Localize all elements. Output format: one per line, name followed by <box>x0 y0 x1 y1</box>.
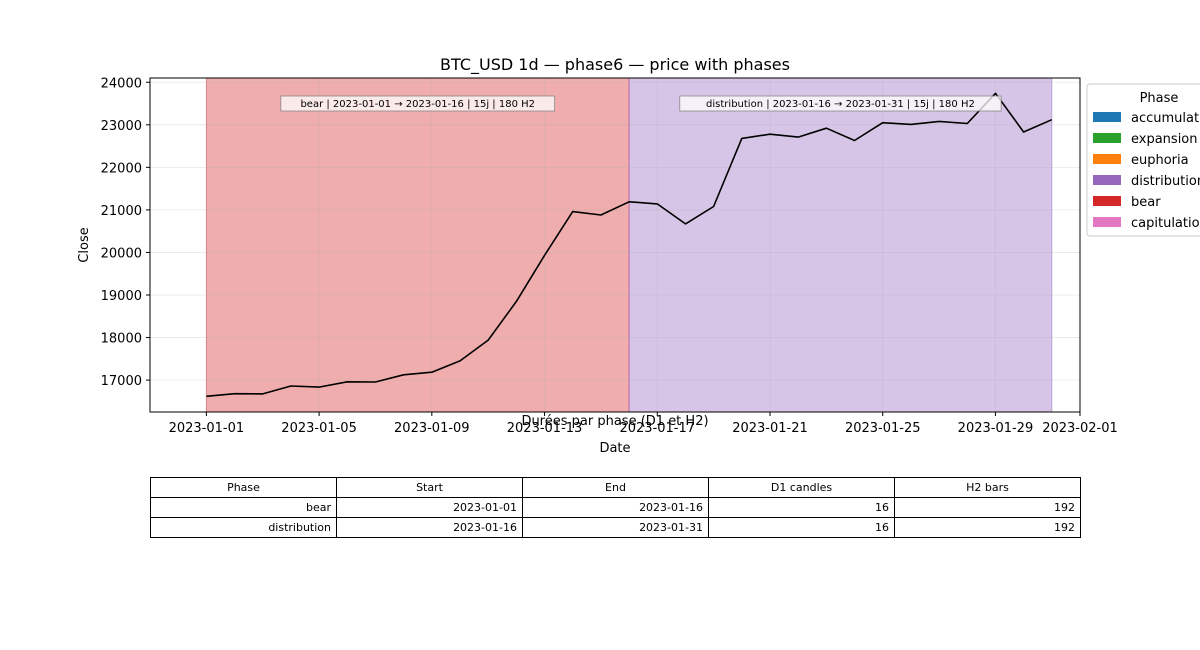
legend-label: euphoria <box>1131 153 1189 168</box>
legend-swatch <box>1093 217 1121 227</box>
legend-label: accumulation <box>1131 111 1200 126</box>
chart-title: BTC_USD 1d — phase6 — price with phases <box>440 55 790 75</box>
x-tick-label: 2023-01-17 <box>619 421 695 436</box>
cell-d1-candles: 16 <box>708 517 895 538</box>
table-header-row: Phase Start End D1 candles H2 bars <box>150 477 1081 498</box>
table-row: distribution 2023-01-16 2023-01-31 16 19… <box>150 517 1081 538</box>
phase-label-box <box>679 95 1002 112</box>
x-axis-ticks: 2023-01-01 2023-01-05 2023-01-09 2023-01-13… <box>169 412 1118 436</box>
plot-frame <box>149 77 1081 413</box>
cell-start: 2023-01-16 <box>336 517 523 538</box>
x-tick-label: 2023-01-29 <box>958 421 1034 436</box>
y-tick-label: 18000 <box>101 332 142 347</box>
x-tick-label: 2023-01-13 <box>507 421 583 436</box>
x-axis-label: Date <box>599 441 630 456</box>
cell-phase: distribution <box>150 517 337 538</box>
cell-phase: bear <box>150 497 337 518</box>
y-tick-label: 19000 <box>101 289 142 304</box>
header-end: End <box>522 477 709 498</box>
y-axis-ticks: 17000 18000 19000 20000 21000 22000 23000 24000 <box>101 76 150 389</box>
legend-swatch <box>1093 154 1121 164</box>
phase-band <box>206 78 630 412</box>
price-line <box>206 92 1053 398</box>
phase-duration-table: Phase Start End D1 candles H2 bars bear … <box>150 477 1081 538</box>
header-d1-candles: D1 candles <box>708 477 895 498</box>
x-tick-label: 2023-01-01 <box>169 421 245 436</box>
phase-annotations: bear | 2023-01-01 → 2023-01-16 | 15j | 1… <box>280 95 1002 112</box>
legend-label: bear <box>1131 195 1161 210</box>
cell-d1-candles: 16 <box>708 497 895 518</box>
table-row: bear 2023-01-01 2023-01-16 16 192 <box>150 497 1081 518</box>
legend: Phase accumulation expansion euphoria distr… <box>1086 83 1200 237</box>
cell-end: 2023-01-16 <box>522 497 709 518</box>
legend-swatch <box>1093 175 1121 185</box>
cell-start: 2023-01-01 <box>336 497 523 518</box>
legend-label: distribution <box>1131 174 1200 189</box>
header-h2-bars: H2 bars <box>894 477 1081 498</box>
legend-title: Phase <box>1140 91 1179 106</box>
y-tick-label: 21000 <box>101 204 142 219</box>
table-caption: Durées par phase (D1 et H2) <box>521 414 709 429</box>
phase-label: bear | 2023-01-01 → 2023-01-16 | 15j | 1… <box>300 99 535 110</box>
legend-swatch <box>1093 133 1121 143</box>
cell-h2-bars: 192 <box>894 497 1081 518</box>
phase-band <box>629 78 1052 412</box>
x-tick-label: 2023-01-05 <box>281 421 357 436</box>
x-tick-label: 2023-01-09 <box>394 421 470 436</box>
cell-end: 2023-01-31 <box>522 517 709 538</box>
phase-label-box <box>280 95 556 112</box>
y-tick-label: 20000 <box>101 246 142 261</box>
y-tick-label: 23000 <box>101 119 142 134</box>
y-axis-label: Close <box>77 227 92 262</box>
phase-label: distribution | 2023-01-16 → 2023-01-31 |… <box>706 99 975 110</box>
cell-h2-bars: 192 <box>894 517 1081 538</box>
y-tick-label: 17000 <box>101 374 142 389</box>
y-tick-label: 22000 <box>101 161 142 176</box>
legend-label: capitulation <box>1131 216 1200 231</box>
legend-swatch <box>1093 196 1121 206</box>
header-start: Start <box>336 477 523 498</box>
legend-items: accumulation expansion euphoria distributio… <box>1093 111 1200 231</box>
price-chart: bear | 2023-01-01 → 2023-01-16 | 15j | 1… <box>77 55 1200 456</box>
price-series <box>206 92 1053 398</box>
legend-label: expansion <box>1131 132 1198 147</box>
legend-swatch <box>1093 112 1121 122</box>
x-tick-label: 2023-01-25 <box>845 421 921 436</box>
x-tick-label: 2023-01-21 <box>732 421 808 436</box>
header-phase: Phase <box>150 477 337 498</box>
phase-bands <box>205 78 1053 412</box>
x-tick-label: 2023-02-01 <box>1042 421 1118 436</box>
y-tick-label: 24000 <box>101 76 142 91</box>
